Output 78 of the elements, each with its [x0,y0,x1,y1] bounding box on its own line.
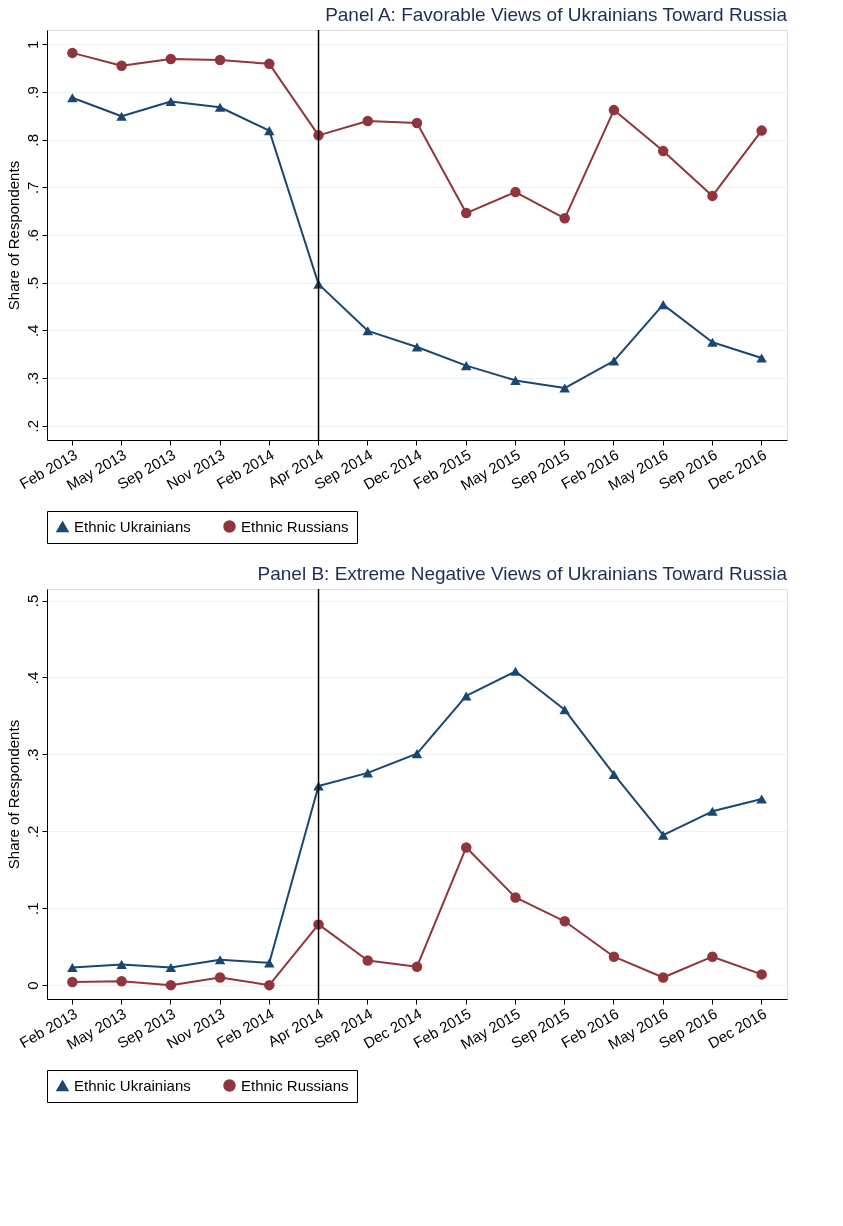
point [165,53,177,65]
point [165,96,177,107]
point [559,705,570,715]
point [756,969,767,980]
point [756,794,767,804]
y-tick-label: .5 [23,276,41,290]
y-tick-label: .5 [23,594,41,608]
point [707,337,718,347]
point [165,979,177,991]
y-tick-label: .8 [23,133,41,147]
point [264,958,275,968]
point [657,972,669,983]
y-tick-label: .7 [23,181,41,195]
point [411,961,423,972]
chart-title: Panel A: Favorable Views of Ukrainians Toward Russia [325,4,788,26]
point [559,916,570,927]
point [116,976,127,987]
point [460,207,472,219]
point [707,190,718,202]
point [657,145,669,157]
point [116,959,127,969]
point [362,955,374,966]
y-tick-label: .2 [23,825,41,839]
point [67,962,78,972]
y-tick-label: .9 [23,86,41,99]
point [411,117,423,129]
point [756,353,767,363]
point [264,979,275,991]
point [165,962,177,972]
legend-label: Ethnic Ukrainians [74,517,191,535]
y-axis-title: Share of Respondents [4,160,22,311]
point [264,58,275,70]
point [214,102,226,112]
chart-title: Panel B: Extreme Negative Views of Ukrainians Toward Russia [257,563,788,585]
point [510,186,521,198]
point [67,976,78,988]
point [214,54,226,66]
point [362,115,374,127]
legend-label: Ethnic Russians [241,517,349,535]
y-tick-label: 0 [23,981,41,990]
point [67,47,78,59]
legend-label: Ethnic Russians [241,1076,349,1094]
point [510,892,521,903]
point [707,806,718,816]
point [116,111,127,121]
y-tick-label: 1 [23,40,41,49]
point [460,361,472,371]
point [362,326,374,336]
point [608,356,620,366]
y-tick-label: .2 [23,419,41,433]
point [559,213,570,224]
point [411,749,423,759]
y-tick-label: .3 [23,748,41,762]
point [608,951,620,962]
point [460,842,472,853]
y-tick-label: .4 [23,671,41,685]
point [510,666,521,676]
point [559,383,570,393]
point [116,60,127,71]
y-tick-label: .1 [23,902,41,915]
y-tick-label: .3 [23,372,41,385]
point [411,342,423,352]
point [756,125,767,136]
y-tick-label: .6 [23,229,41,242]
point [657,300,669,310]
point [608,104,620,116]
point [214,955,226,965]
point [264,126,275,136]
point [657,830,669,840]
y-axis-title: Share of Respondents [4,719,22,870]
point [608,769,620,779]
y-tick-label: .4 [23,324,41,338]
point [214,972,226,983]
point [67,93,78,103]
point [510,375,521,385]
point [707,951,718,962]
point [362,768,374,778]
legend-label: Ethnic Ukrainians [74,1076,191,1094]
